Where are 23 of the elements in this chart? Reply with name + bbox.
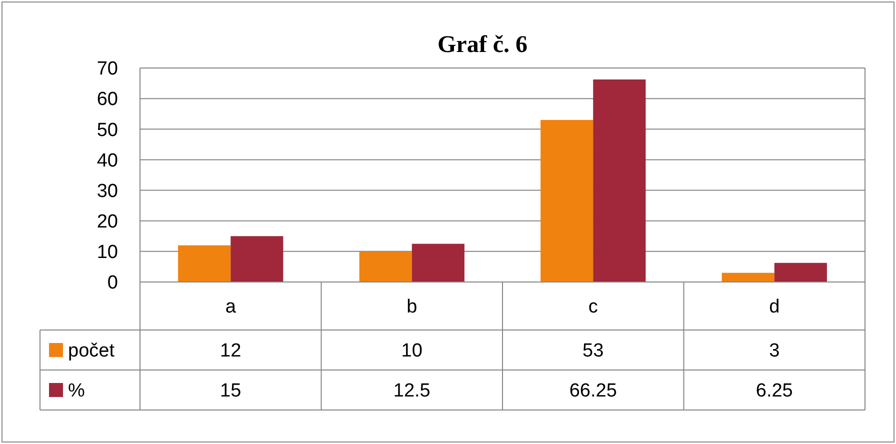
y-tick-label: 60 bbox=[96, 89, 118, 110]
data-label: 12 bbox=[220, 340, 242, 362]
y-tick-label: 0 bbox=[107, 272, 118, 294]
x-tick-label: c bbox=[588, 296, 598, 318]
data-label: 66.25 bbox=[569, 380, 617, 402]
x-tick-label: d bbox=[769, 296, 780, 318]
legend-label: počet bbox=[68, 340, 116, 362]
data-label: 10 bbox=[401, 340, 422, 362]
legend-label: % bbox=[68, 380, 85, 402]
y-tick-label: 10 bbox=[96, 242, 118, 264]
x-tick-label: b bbox=[406, 296, 418, 318]
y-tick-label: 30 bbox=[96, 180, 118, 202]
x-tick-label: a bbox=[225, 296, 236, 318]
y-tick-label: 70 bbox=[96, 58, 118, 80]
chart-title: Graf č. 6 bbox=[438, 32, 528, 58]
y-tick-label: 50 bbox=[96, 120, 118, 141]
data-label: 53 bbox=[582, 340, 604, 362]
data-label: 3 bbox=[769, 340, 780, 362]
data-label: 6.25 bbox=[756, 380, 793, 402]
data-label: 12.5 bbox=[393, 380, 430, 402]
y-tick-label: 20 bbox=[96, 212, 118, 233]
data-label: 15 bbox=[220, 380, 242, 402]
y-tick-label: 40 bbox=[96, 150, 118, 172]
